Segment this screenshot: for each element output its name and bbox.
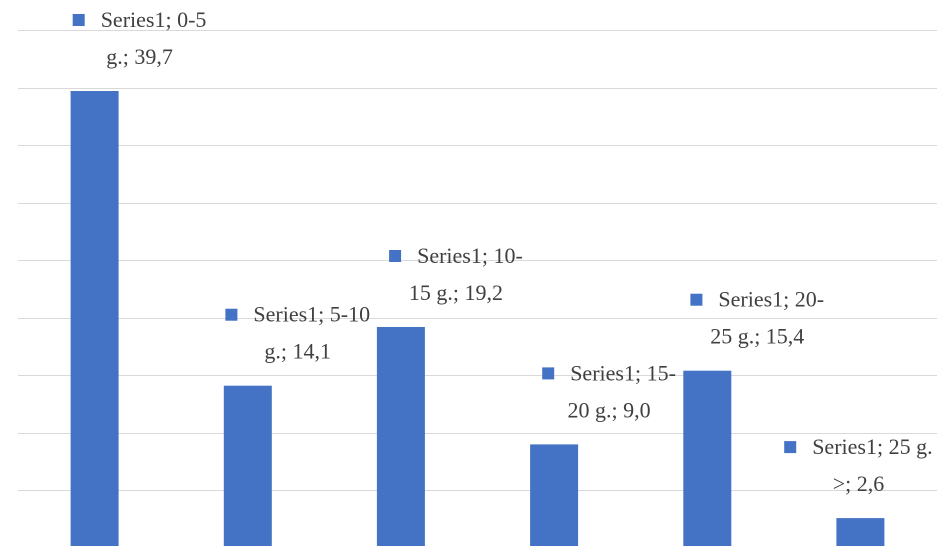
legend-key-icon [389,250,402,262]
data-label-4: Series1; 20- 25 g.; 15,4 [690,287,824,349]
data-label-line1: Series1; 0-5 [101,7,207,32]
bars [70,91,885,546]
data-label-3: Series1; 15- 20 g.; 9,0 [542,360,676,422]
data-label-line1: Series1; 25 g. [812,434,932,459]
bar-0 [70,91,119,546]
data-label-line1: Series1; 15- [570,360,676,385]
legend-key-icon [542,367,555,380]
bar-5 [836,518,885,546]
bar-3 [530,444,579,546]
bar-2 [376,327,425,546]
legend-key-icon [225,308,238,321]
data-label-line2: g.; 39,7 [106,44,173,69]
data-label-line1: Series1; 10- [417,243,523,268]
data-label-line2: 15 g.; 19,2 [409,280,503,305]
data-label-line1: Series1; 20- [718,287,824,312]
data-label-1: Series1; 5-10 g.; 14,1 [225,302,370,364]
legend-key-icon [690,293,703,306]
data-label-line2: >; 2,6 [833,471,885,496]
data-label-5: Series1; 25 g. >; 2,6 [784,434,933,496]
data-label-line2: g.; 14,1 [264,339,331,364]
data-label-line2: 25 g.; 15,4 [710,324,804,349]
gridlines [18,30,937,491]
legend-key-icon [72,14,85,26]
legend-key-icon [784,441,797,454]
data-label-2: Series1; 10- 15 g.; 19,2 [389,243,523,305]
data-label-0: Series1; 0-5 g.; 39,7 [72,7,207,69]
bar-1 [223,385,272,546]
data-labels: Series1; 0-5 g.; 39,7 Series1; 5-10 g.; 14,… [72,7,933,496]
bar-4 [683,370,732,546]
data-label-line2: 20 g.; 9,0 [568,397,651,422]
data-label-line1: Series1; 5-10 [253,302,370,327]
